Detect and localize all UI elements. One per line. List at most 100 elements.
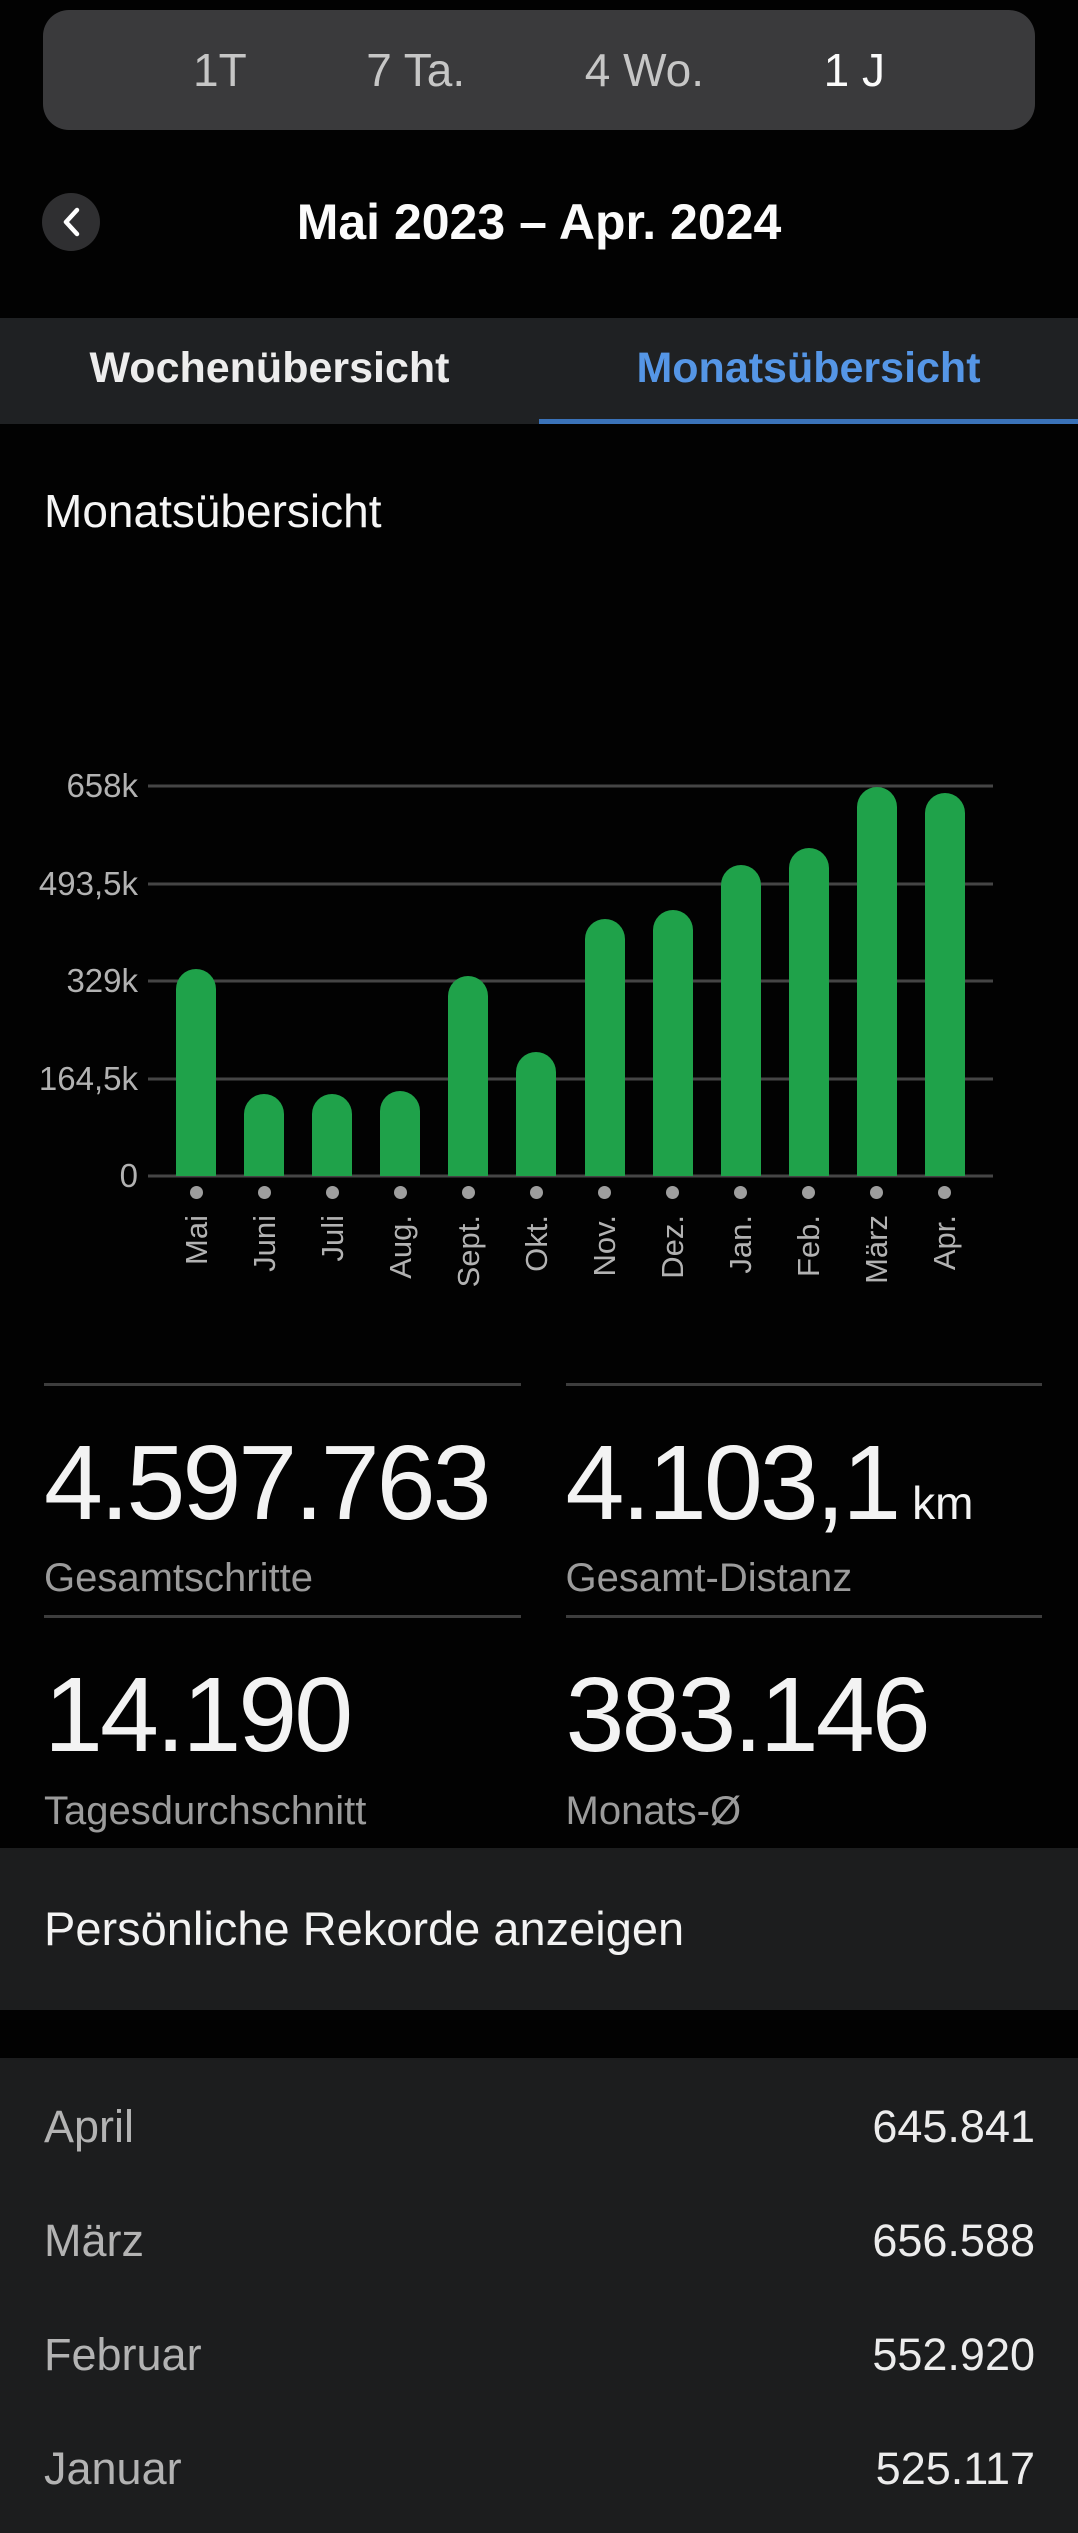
month-list-row-februar[interactable]: Februar 552.920 [44,2298,1035,2412]
bar-Apr.[interactable] [924,793,965,1176]
gridline [148,882,993,885]
y-tick-label: 329k [66,962,138,999]
x-tick-label: Dez. [655,1215,691,1279]
divider [565,1383,1042,1386]
period-option-1t[interactable]: 1T [193,44,247,96]
stat-value: 14.190 [44,1656,353,1775]
stat-value: 4.103,1 [565,1424,902,1542]
month-list-row-maerz[interactable]: März 656.588 [44,2184,1035,2298]
chart-x-labels: Mai Juni Juli Aug. Sept. Okt. Nov. Dez. Jan. Feb.… [148,1215,993,1319]
x-tick-label: Feb. [791,1215,827,1278]
gridline [148,784,993,788]
period-option-1j[interactable]: 1 J [823,44,885,96]
x-axis-dot [802,1186,816,1199]
stat-value: 383.146 [565,1656,931,1775]
x-axis-dot [461,1186,475,1199]
x-tick-label: Jan. [723,1215,759,1274]
stat-label: Gesamtschritte [44,1556,313,1601]
tab-wochenuebersicht[interactable]: Wochenübersicht [89,344,450,392]
records-button[interactable]: Persönliche Rekorde anzeigen [0,1847,1078,2010]
date-nav: Mai 2023 – Apr. 2024 [0,192,1078,252]
bar-Okt.[interactable] [516,1052,557,1176]
month-name: April [44,2100,135,2152]
x-tick-label: Mai [178,1215,214,1265]
x-axis-dot [529,1186,543,1199]
x-axis-dot [189,1186,203,1199]
x-axis-dot [325,1186,339,1199]
x-tick-label: Nov. [587,1215,622,1277]
stat-value: 4.597.763 [44,1424,492,1542]
chevron-left-icon [63,207,80,237]
y-tick-label: 164,5k [38,1059,138,1097]
back-button[interactable] [42,193,100,251]
gridline [148,1077,993,1080]
stat-monthly-average: 383.146 Monats-Ø [565,1615,1042,1833]
bar-Nov.[interactable] [584,918,625,1176]
y-tick-label: 493,5k [38,864,138,902]
x-axis-dot [257,1186,271,1199]
stats-grid: 4.597.763 Gesamtschritte 4.103,1 km Gesa… [0,1383,1078,1834]
gridline [148,1174,993,1178]
x-tick-label: Apr. [927,1215,963,1271]
month-value: 525.117 [875,2442,1035,2494]
chart-plot [148,784,993,1178]
month-list: April 645.841 März 656.588 Februar 552.9… [0,2057,1078,2533]
y-tick-label: 0 [119,1157,138,1194]
stat-unit: km [912,1477,974,1529]
month-value: 552.920 [872,2328,1035,2380]
x-tick-label: März [859,1215,895,1284]
x-axis-dot [393,1186,407,1199]
axis-spacer [0,1215,148,1319]
period-selector: 1T 7 Ta. 4 Wo. 1 J [43,10,1035,130]
x-axis-dot [938,1186,952,1199]
tab-bar: Wochenübersicht Monatsübersicht [0,318,1078,424]
stat-label: Gesamt-Distanz [565,1556,853,1601]
section-heading: Monatsübersicht [44,485,382,537]
stat-total-distance: 4.103,1 km Gesamt-Distanz [565,1383,1042,1601]
bar-Mai[interactable] [176,969,217,1176]
period-option-4wo[interactable]: 4 Wo. [584,44,705,96]
bar-März[interactable] [856,786,897,1176]
x-tick-label: Juni [246,1215,282,1272]
month-value: 656.588 [872,2214,1035,2266]
chart-dots-row [0,1186,1078,1199]
section-gap [0,2009,1078,2058]
stat-total-steps: 4.597.763 Gesamtschritte [44,1383,521,1601]
x-axis-dot [870,1186,884,1199]
bar-Sept.[interactable] [448,976,489,1176]
bar-Juni[interactable] [244,1094,285,1176]
x-axis-dot [598,1186,611,1199]
month-name: Februar [44,2328,202,2380]
bar-Dez.[interactable] [652,909,693,1176]
date-range-title: Mai 2023 – Apr. 2024 [296,194,782,250]
divider [565,1615,1042,1619]
x-tick-label: Juli [314,1215,350,1262]
bar-Jan.[interactable] [720,864,761,1176]
x-axis-dot [666,1186,680,1199]
month-name: Januar [44,2442,182,2494]
gridline [148,979,993,983]
chart-y-axis: 658k 493,5k 329k 164,5k 0 [0,767,148,1194]
divider [44,1383,521,1386]
month-value: 645.841 [872,2100,1035,2152]
tab-monatsuebersicht[interactable]: Monatsübersicht [539,318,1078,424]
bar-Feb.[interactable] [788,848,829,1176]
stat-daily-average: 14.190 Tagesdurchschnitt [44,1615,521,1833]
x-tick-label: Sept. [450,1215,486,1288]
month-list-row-april[interactable]: April 645.841 [44,2070,1035,2184]
x-axis-dot [734,1186,748,1199]
bar-Aug.[interactable] [380,1091,421,1176]
stat-label: Tagesdurchschnitt [44,1788,367,1833]
bar-Juli[interactable] [312,1093,353,1176]
x-tick-label: Aug. [382,1215,418,1279]
stat-label: Monats-Ø [565,1788,742,1833]
chart-x-labels-row: Mai Juni Juli Aug. Sept. Okt. Nov. Dez. Jan. Feb.… [0,1215,1078,1319]
records-button-label: Persönliche Rekorde anzeigen [44,1902,685,1956]
month-list-row-januar[interactable]: Januar 525.117 [44,2412,1035,2526]
period-option-7ta[interactable]: 7 Ta. [366,44,466,96]
monthly-bar-chart: 658k 493,5k 329k 164,5k 0 Mai Juni Juli Aug. Sep… [0,767,1078,1319]
month-name: März [44,2214,144,2266]
divider [44,1615,521,1619]
chart-bars [148,786,993,1176]
